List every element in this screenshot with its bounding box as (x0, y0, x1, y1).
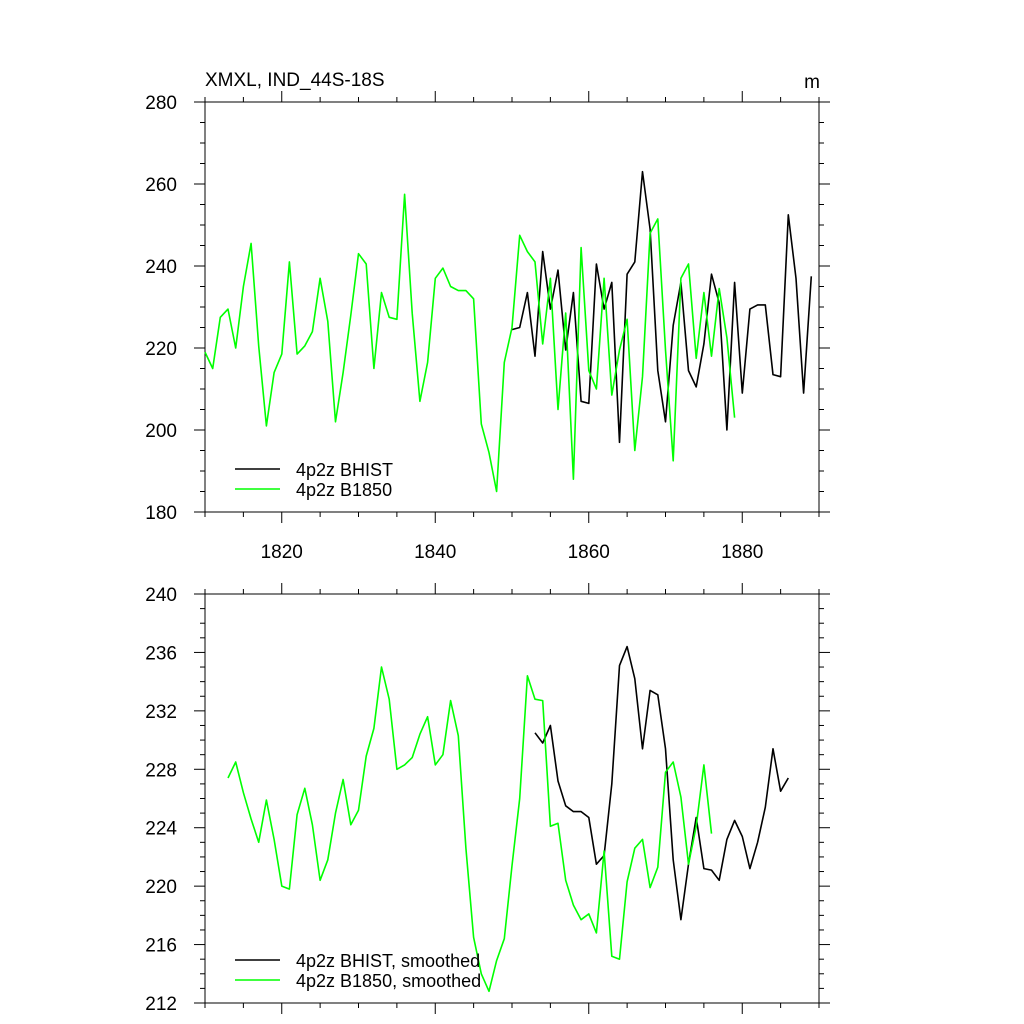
y-axis-tick-labels: 212 216 220 224 228 232 236 240 (145, 585, 177, 1015)
y-tick-label: 236 (145, 643, 177, 664)
y-tick-label: 240 (145, 257, 177, 278)
legend-label: 4p2z B1850 (296, 480, 392, 500)
y-tick-label: 180 (145, 503, 177, 524)
series-line-4p2z-b1850-smoothed (227, 666, 713, 993)
chart-title: XMXL, IND_44S-18S (205, 70, 385, 91)
series-line-4p2z-b1850 (204, 193, 736, 493)
units-label: m (804, 72, 820, 93)
legend-label: 4p2z BHIST, smoothed (296, 951, 480, 971)
x-tick-label: 1840 (414, 542, 456, 563)
axis-ticks (194, 583, 830, 1014)
y-tick-label: 240 (145, 585, 177, 606)
series-line-4p2z-bhist-smoothed (534, 645, 789, 921)
series-lines (227, 645, 789, 993)
y-tick-label: 220 (145, 339, 177, 360)
x-tick-label: 1880 (721, 542, 763, 563)
x-axis-tick-labels: 1820 1840 1860 1880 (261, 542, 764, 563)
series-line-4p2z-bhist (511, 170, 813, 444)
axis-ticks (194, 91, 830, 523)
panel-bottom: 212 216 220 224 228 232 236 240 4p2z BHIST, smo… (145, 583, 830, 1015)
y-tick-label: 260 (145, 175, 177, 196)
y-tick-label: 220 (145, 877, 177, 898)
y-tick-label: 228 (145, 760, 177, 781)
y-tick-label: 216 (145, 936, 177, 957)
panel-top: XMXL, IND_44S-18S m 1820 1840 1860 1880 180… (145, 70, 830, 563)
plot-frame (204, 101, 820, 513)
y-tick-label: 232 (145, 702, 177, 723)
x-tick-label: 1860 (568, 542, 610, 563)
legend-label: 4p2z B1850, smoothed (296, 971, 481, 991)
series-lines (204, 170, 813, 493)
legend-label: 4p2z BHIST (296, 460, 393, 480)
y-axis-tick-labels: 180 200 220 240 260 280 (145, 93, 177, 524)
x-tick-label: 1820 (261, 542, 303, 563)
y-tick-label: 280 (145, 93, 177, 114)
y-tick-label: 212 (145, 994, 177, 1015)
plot-frame (204, 593, 820, 1004)
y-tick-label: 224 (145, 819, 177, 840)
y-tick-label: 200 (145, 421, 177, 442)
